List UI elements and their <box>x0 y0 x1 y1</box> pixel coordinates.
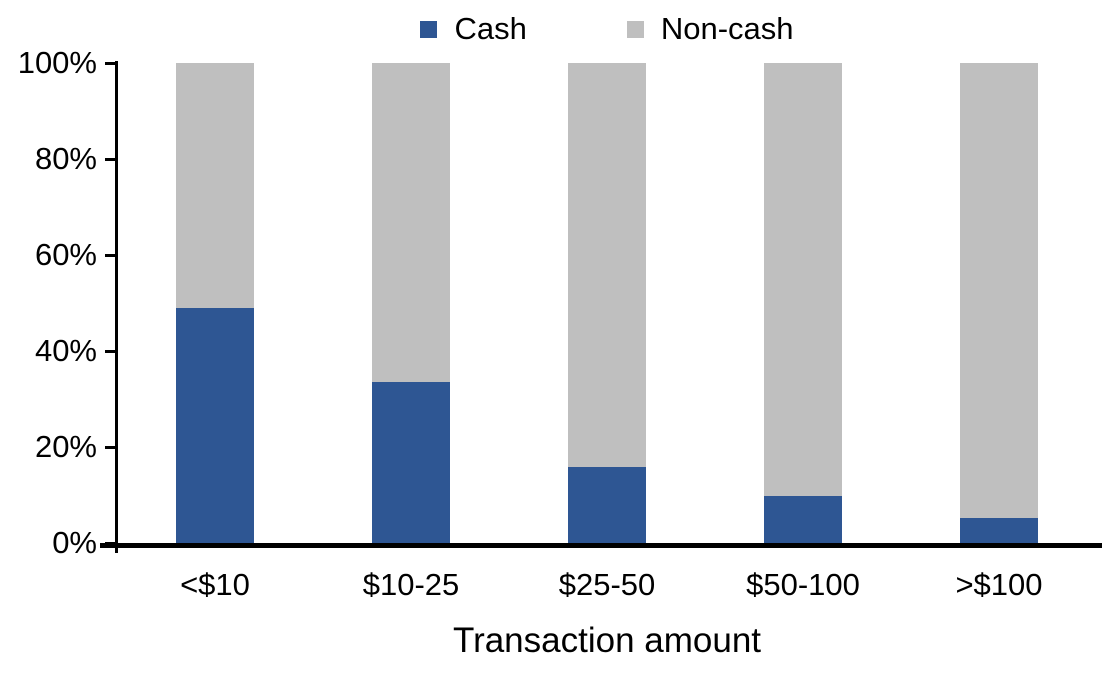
x-tick-label: $50-100 <box>746 567 860 602</box>
cash-legend-swatch <box>420 20 438 38</box>
bar-group <box>117 63 313 543</box>
y-tick-label: 0% <box>52 525 97 560</box>
non-cash-legend-swatch <box>626 20 644 38</box>
bar-segment-non-cash <box>567 63 647 468</box>
x-tick-label: >$100 <box>955 567 1043 602</box>
x-tick-label: <$10 <box>180 567 250 602</box>
bar-segment-cash <box>567 467 647 543</box>
bar-group <box>705 63 901 543</box>
legend-item-non-cash: Non-cash <box>626 10 794 48</box>
bar-group <box>509 63 705 543</box>
y-tick-label: 60% <box>34 237 97 272</box>
bar-group <box>901 63 1097 543</box>
bar-segment-non-cash <box>175 63 255 308</box>
stacked-bar <box>959 63 1039 543</box>
x-axis-title: Transaction amount <box>452 621 762 660</box>
plot-area: 0% 20% 40% 60% 80% 100% <box>18 45 1097 560</box>
stacked-bar <box>763 63 843 543</box>
x-axis-tick-labels: <$10 $10-25 $25-50 $50-100 >$100 <box>117 566 1097 604</box>
y-axis-line <box>115 61 118 553</box>
bar-group <box>313 63 509 543</box>
y-tick-label: 80% <box>34 141 97 176</box>
y-tick-label: 20% <box>34 429 97 464</box>
bars-container <box>117 63 1097 543</box>
y-tick-mark <box>105 61 117 65</box>
stacked-bar <box>567 63 647 543</box>
bar-segment-non-cash <box>371 63 451 383</box>
y-tick-mark <box>105 445 117 449</box>
x-tick-label: $25-50 <box>558 567 656 602</box>
stacked-bar <box>175 63 255 543</box>
stacked-bar <box>371 63 451 543</box>
y-tick-mark <box>105 253 117 257</box>
bar-segment-non-cash <box>959 63 1039 518</box>
y-tick-label: 40% <box>34 333 97 368</box>
y-tick-mark <box>105 349 117 353</box>
bar-segment-non-cash <box>763 63 843 496</box>
legend-item-cash: Cash <box>420 10 527 48</box>
x-axis-line <box>100 543 1102 548</box>
y-tick-mark <box>105 157 117 161</box>
bar-segment-cash <box>371 382 451 543</box>
x-tick-label: $10-25 <box>362 567 460 602</box>
bar-segment-cash <box>763 495 843 543</box>
bar-segment-cash <box>175 307 255 543</box>
legend: Cash Non-cash <box>117 10 1097 48</box>
legend-label-non-cash: Non-cash <box>660 11 794 46</box>
y-tick-label: 100% <box>17 45 97 80</box>
legend-label-cash: Cash <box>454 11 527 46</box>
bar-segment-cash <box>959 517 1039 543</box>
